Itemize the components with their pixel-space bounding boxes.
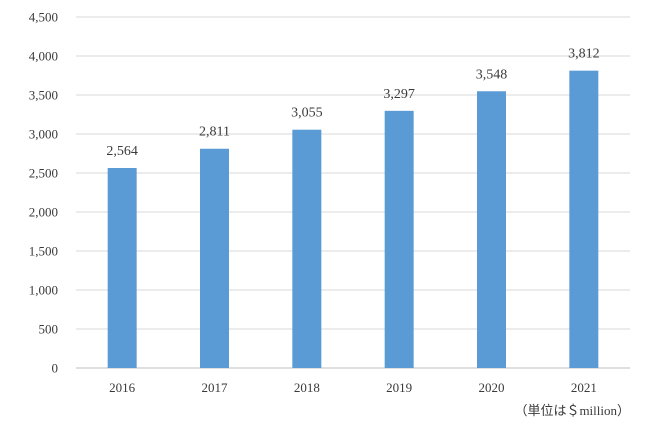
x-tick-label-2021: 2021 [571,380,597,395]
data-label-2017: 2,811 [199,125,230,140]
x-tick-label-2017: 2017 [202,380,229,395]
bar-2016 [107,168,137,368]
x-tick-label-2016: 2016 [109,380,136,395]
x-tick-label-2019: 2019 [386,380,412,395]
y-tick-label: 2,500 [29,166,58,181]
y-axis-tick-labels: 0 500 1,000 1,500 2,000 2,500 3,000 3,500 4,000 4… [29,10,58,376]
bar-2019 [384,110,414,369]
y-tick-label: 500 [39,322,59,337]
y-tick-label: 1,000 [29,283,58,298]
bar-2020 [477,91,506,369]
bar-2018 [292,129,322,368]
y-tick-label: 3,500 [29,88,58,103]
y-tick-label: 2,000 [29,205,58,220]
y-tick-label: 4,000 [29,49,58,64]
y-tick-label: 0 [52,361,59,376]
y-tick-label: 1,500 [29,244,58,259]
gridlines [76,16,630,369]
data-label-2018: 3,055 [291,106,323,121]
data-label-2019: 3,297 [383,87,415,102]
bar-2021 [569,70,599,368]
data-label-2021: 3,812 [568,47,600,62]
y-tick-label: 4,500 [29,10,58,25]
x-axis-tick-labels: 2016 2017 2018 2019 2020 2021 [109,380,597,395]
x-tick-label-2020: 2020 [479,380,505,395]
bar-2017 [200,148,229,368]
unit-note: （単位は＄million） [514,403,630,418]
data-label-2016: 2,564 [106,144,138,159]
x-tick-label-2018: 2018 [294,380,320,395]
y-tick-label: 3,000 [29,127,58,142]
data-labels: 2,564 2,811 3,055 3,297 3,548 3,812 [106,47,599,159]
data-label-2020: 3,548 [476,67,508,82]
bars [107,70,599,369]
